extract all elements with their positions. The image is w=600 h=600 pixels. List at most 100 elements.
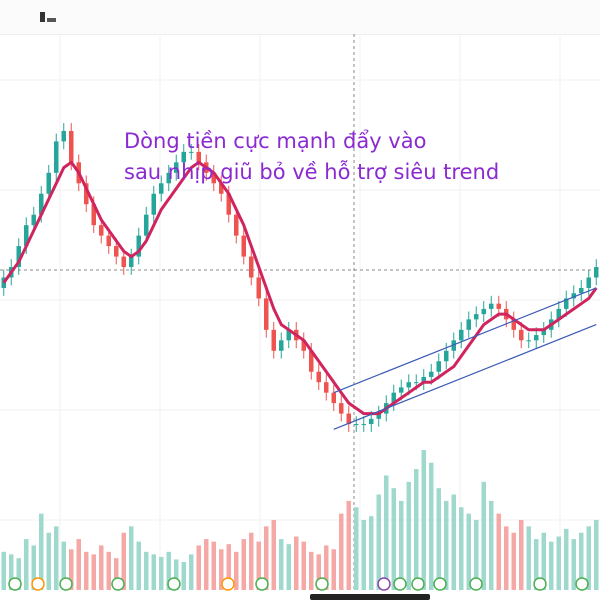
volume-bar <box>159 556 164 590</box>
volume-bar <box>279 539 284 590</box>
volume-bar <box>24 539 29 590</box>
volume-bar <box>249 532 254 590</box>
candle-body <box>84 183 89 205</box>
volume-bar <box>451 494 456 590</box>
annotation-line-1: Dòng tiền cực mạnh đẩy vào <box>124 129 427 153</box>
event-marker-icon <box>533 577 547 591</box>
volume-bar <box>151 554 156 590</box>
candle-body <box>46 172 51 194</box>
volume-bar <box>31 545 36 590</box>
event-marker-icon <box>111 577 125 591</box>
volume-bar <box>189 554 194 590</box>
chart-topbar <box>0 0 600 35</box>
volume-bar <box>429 462 434 590</box>
volume-bar <box>84 551 89 590</box>
volume-bar <box>76 539 81 590</box>
volume-bar <box>264 526 269 590</box>
candle-body <box>519 329 524 341</box>
candle-body <box>241 235 246 257</box>
event-marker-icon <box>221 577 235 591</box>
volume-bar <box>519 520 524 590</box>
volume-bar <box>361 520 366 590</box>
candle-body <box>429 371 434 377</box>
candle-body <box>211 172 216 184</box>
candle-body <box>24 225 29 247</box>
volume-bar <box>549 541 554 590</box>
candle-body <box>466 319 471 330</box>
candle-body <box>61 130 66 142</box>
volume-bar <box>294 536 299 590</box>
volume-bar <box>316 554 321 590</box>
topbar-menu-icon[interactable] <box>40 12 56 22</box>
candle-body <box>151 193 156 215</box>
volume-bar <box>309 551 314 590</box>
volume-bar <box>399 500 404 590</box>
candle-body <box>121 256 126 268</box>
volume-bar <box>114 558 119 590</box>
candle-body <box>226 193 231 215</box>
candle-body <box>99 225 104 236</box>
candle-body <box>69 130 74 163</box>
candle-body <box>354 424 359 426</box>
time-axis-strip <box>0 592 600 600</box>
volume-bar <box>594 520 599 590</box>
candle-body <box>489 303 494 309</box>
volume-bar <box>106 551 111 590</box>
event-marker-icon <box>433 577 447 591</box>
event-marker-icon <box>575 577 589 591</box>
candle-body <box>436 361 441 372</box>
time-scrollbar[interactable] <box>310 594 430 600</box>
volume-bar <box>391 488 396 590</box>
candle-body <box>534 335 539 341</box>
volume-bar <box>91 554 96 590</box>
volume-bar <box>241 539 246 590</box>
volume-bar <box>16 558 21 590</box>
volume-bar <box>481 481 486 590</box>
candle-body <box>301 340 306 351</box>
volume-bar <box>526 526 531 590</box>
volume-bar <box>219 549 224 590</box>
candle-body <box>316 371 321 383</box>
candle-body <box>159 183 164 194</box>
candle-body <box>174 162 179 173</box>
volume-bar <box>204 539 209 590</box>
event-marker-icon <box>315 577 329 591</box>
candle-body <box>556 308 561 320</box>
candle-body <box>196 151 201 163</box>
volume-bar <box>234 551 239 590</box>
volume-bar <box>354 507 359 590</box>
volume-bar <box>129 526 134 590</box>
candle-body <box>39 193 44 215</box>
volume-bar <box>121 532 126 590</box>
volume-bar <box>556 536 561 590</box>
candle-body <box>106 235 111 247</box>
candle-body <box>406 382 411 388</box>
event-marker-icon <box>469 577 483 591</box>
volume-bar <box>586 526 591 590</box>
volume-bar <box>466 513 471 590</box>
volume-bar <box>376 494 381 590</box>
candle-body <box>421 376 426 383</box>
candle-body <box>129 256 134 268</box>
candle-body <box>496 303 501 309</box>
candle-body <box>189 151 194 153</box>
candle-body <box>166 172 171 184</box>
volume-bar <box>444 500 449 590</box>
candle-body <box>249 256 254 278</box>
candle-body <box>331 392 336 404</box>
channel-upper-line <box>333 287 597 394</box>
event-marker-icon <box>59 577 73 591</box>
candle-body <box>571 293 576 299</box>
candle-body <box>286 329 291 341</box>
volume-bar <box>489 500 494 590</box>
volume-bar <box>346 500 351 590</box>
volume-bar <box>331 549 336 590</box>
volume-bar <box>69 549 74 590</box>
moving-average-line <box>2 160 598 416</box>
candle-body <box>339 403 344 414</box>
volume-bar <box>181 562 186 590</box>
volume-bar <box>571 539 576 590</box>
volume-bar <box>1 551 6 590</box>
candle-body <box>91 204 96 226</box>
